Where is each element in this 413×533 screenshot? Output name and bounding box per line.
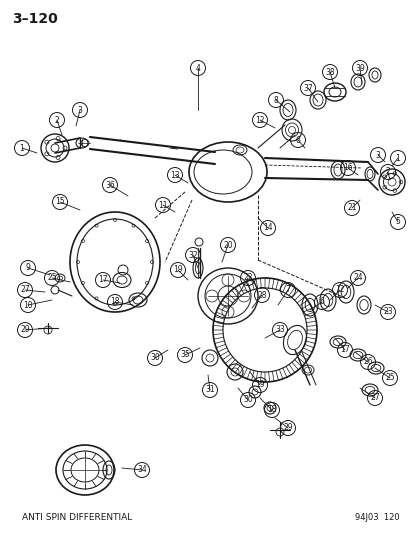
Text: 39: 39 [354, 63, 364, 72]
Text: 1: 1 [19, 143, 24, 152]
Text: 1: 1 [395, 154, 399, 163]
Text: 28: 28 [256, 290, 266, 300]
Text: 26: 26 [362, 358, 372, 367]
Text: 25: 25 [384, 374, 394, 383]
Text: 8: 8 [273, 95, 278, 104]
Text: 29: 29 [282, 424, 292, 432]
Text: 37: 37 [302, 84, 312, 93]
Text: 11: 11 [158, 200, 167, 209]
Text: 15: 15 [55, 198, 65, 206]
Text: 12: 12 [335, 286, 344, 295]
Text: 6: 6 [295, 135, 300, 144]
Text: 34: 34 [137, 465, 147, 474]
Text: 31: 31 [205, 385, 214, 394]
Text: 3: 3 [375, 150, 380, 159]
Text: 25: 25 [47, 273, 57, 282]
Text: 9: 9 [26, 263, 31, 272]
Text: 14: 14 [263, 223, 272, 232]
Text: 3: 3 [77, 106, 82, 115]
Text: 27: 27 [369, 393, 379, 402]
Text: 23: 23 [382, 308, 392, 317]
Text: 24: 24 [352, 273, 362, 282]
Text: 27: 27 [20, 286, 30, 295]
Text: 22: 22 [243, 273, 252, 282]
Text: 19: 19 [173, 265, 183, 274]
Text: 18: 18 [267, 406, 276, 415]
Text: 17: 17 [98, 276, 107, 285]
Text: 32: 32 [188, 251, 197, 260]
Text: 29: 29 [20, 326, 30, 335]
Text: 20: 20 [223, 240, 232, 249]
Text: 30: 30 [150, 353, 159, 362]
Text: 10: 10 [23, 301, 33, 310]
Text: 5: 5 [394, 217, 399, 227]
Text: ANTI SPIN DIFFERENTIAL: ANTI SPIN DIFFERENTIAL [22, 513, 132, 522]
Text: 7: 7 [285, 286, 290, 295]
Text: 16: 16 [342, 164, 352, 173]
Text: 12: 12 [255, 116, 264, 125]
Text: 19: 19 [254, 381, 264, 390]
Text: 6: 6 [319, 297, 324, 306]
Text: 13: 13 [170, 171, 179, 180]
Text: 18: 18 [110, 297, 119, 306]
Text: 33: 33 [275, 326, 284, 335]
Text: 38: 38 [324, 68, 334, 77]
Text: 35: 35 [180, 351, 190, 359]
Text: 3–120: 3–120 [12, 12, 57, 26]
Text: 2: 2 [385, 167, 389, 176]
Text: 36: 36 [105, 181, 114, 190]
Text: 21: 21 [347, 204, 356, 213]
Text: 2: 2 [55, 116, 59, 125]
Text: 30: 30 [242, 395, 252, 405]
Text: 94J03  120: 94J03 120 [354, 513, 399, 522]
Text: 17: 17 [339, 345, 349, 354]
Text: 4: 4 [195, 63, 200, 72]
